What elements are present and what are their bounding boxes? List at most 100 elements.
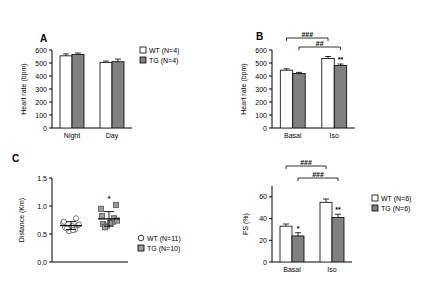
y-axis-label: FS (%) [242,213,250,235]
x-tick-label: Iso [330,132,339,139]
y-tick-label: 40 [259,215,267,222]
point [102,225,107,230]
bar [280,226,292,262]
y-tick [269,218,272,219]
y-tick-label: 100 [255,112,267,119]
y-axis [52,178,53,262]
y-tick [269,196,272,197]
legend-swatch [138,235,144,241]
y-tick-label: 600 [255,47,267,54]
annotation: ** [335,206,341,213]
y-tick-label: 600 [35,47,47,54]
y-tick-label: 0.0 [37,259,47,266]
panel: 0204060FS (%)BasalIso***######WT (N=6)TG… [242,159,411,274]
sd-bar [104,212,114,227]
y-tick-label: 300 [255,86,267,93]
legend-swatch [140,57,146,63]
y-tick-label: 1.5 [37,175,47,182]
y-tick [269,115,272,116]
bar [334,66,346,128]
error-bar [63,54,69,56]
legend-swatch [138,245,144,251]
y-tick [269,63,272,64]
y-tick-label: 0 [263,259,267,266]
x-tick-label: Basal [284,132,302,139]
annotation: ### [312,171,324,178]
error-bar [323,199,329,202]
y-tick [49,115,52,116]
annotation: ### [300,159,312,166]
y-tick [49,206,52,207]
significance-bracket [298,178,338,181]
legend-label: TG (N=6) [381,205,410,213]
y-tick [49,262,52,263]
bar [322,58,334,128]
x-tick-label: Iso [327,266,336,273]
panel-label: B [256,31,263,42]
legend-label: TG (N=4) [149,57,178,65]
legend-label: WT (N=11) [147,235,181,243]
y-tick [49,178,52,179]
bar [293,73,305,128]
y-tick [269,89,272,90]
significance-bracket [286,166,326,169]
annotation: ## [316,40,324,47]
error-bar [103,61,109,62]
y-tick [269,76,272,77]
point [61,219,66,224]
y-tick-label: 400 [35,73,47,80]
bar [60,56,72,128]
y-tick [269,50,272,51]
panel-label: A [40,33,47,44]
bar [332,217,344,262]
error-bar [115,59,121,62]
point [98,206,103,211]
x-tick-label: Night [64,132,80,140]
point [99,213,104,218]
x-tick-label: Day [106,132,119,140]
marks [280,57,346,129]
bar [280,70,292,128]
x-tick-label: Basal [283,266,301,273]
significance-bracket [299,47,341,50]
bar [100,62,112,128]
error-bar [325,57,331,59]
legend-swatch [140,47,146,53]
error-bar [295,233,301,236]
annotation: * [297,225,300,232]
legend-label: TG (N=10) [147,245,180,253]
y-tick-label: 500 [35,60,47,67]
error-bar [296,72,302,73]
bar [112,62,124,128]
y-axis-label: Heart rate (bpm) [240,63,248,114]
y-tick-label: 400 [255,73,267,80]
y-tick-label: 0 [263,125,267,132]
y-tick [49,234,52,235]
page: {"chart_data": [ {"type": "bar", "title"… [0,0,424,289]
y-tick [49,50,52,51]
y-tick [49,102,52,103]
y-tick [49,63,52,64]
y-tick-label: 60 [259,193,267,200]
annotation: ### [301,31,313,38]
error-bar [284,69,290,70]
marks [60,202,120,234]
y-tick [49,89,52,90]
annotation: ** [338,56,344,63]
bar [72,55,84,128]
y-tick-label: 100 [35,112,47,119]
y-tick [269,102,272,103]
panel: 0100200300400500600Heart rate (bpm)ANigh… [20,33,179,140]
y-tick [269,128,272,129]
y-tick [49,76,52,77]
panel: 0100200300400500600Heart rate (bpm)BBasa… [240,31,355,140]
point [76,222,81,227]
panel: 0.00.51.01.5Distance (Km)C*WT (N=11)TG (… [12,153,181,266]
y-tick [269,240,272,241]
error-bar [335,214,341,217]
y-tick-label: 200 [255,99,267,106]
point [64,226,69,231]
y-axis [272,186,273,262]
y-tick-label: 0 [43,125,47,132]
legend-swatch [372,205,378,211]
